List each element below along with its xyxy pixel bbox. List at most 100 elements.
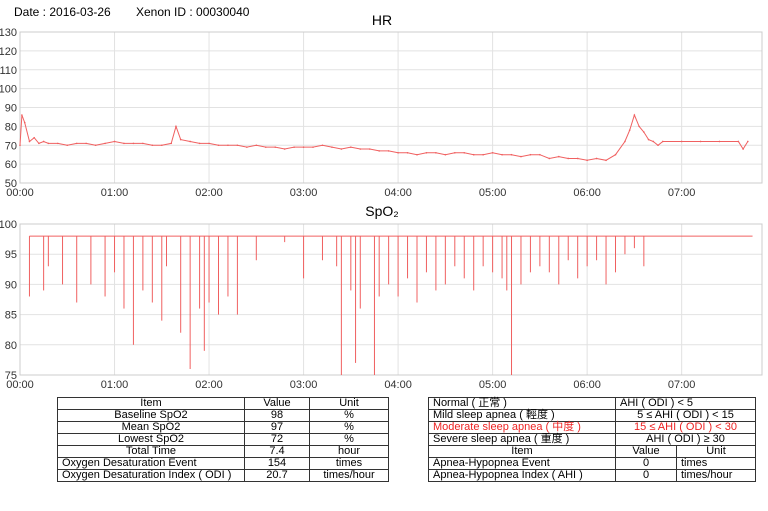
- table-row: Apnea-Hypopnea Event 0 times: [428, 457, 756, 470]
- data-point: [340, 148, 343, 150]
- data-point: [657, 144, 659, 147]
- data-point: [548, 157, 551, 160]
- y-tick-label: 75: [5, 370, 17, 382]
- data-point: [661, 140, 664, 143]
- y-tick-label: 90: [5, 103, 17, 115]
- data-point: [85, 142, 87, 145]
- severity-name: Moderate sleep apnea ( 中度 ): [428, 421, 616, 434]
- data-point: [123, 142, 125, 145]
- data-point: [255, 144, 258, 147]
- data-point: [539, 153, 541, 156]
- row-unit: times: [309, 457, 389, 470]
- severity-row-highlighted: Moderate sleep apnea ( 中度 ) 15 ≤ AHI ( OD…: [428, 421, 756, 434]
- table-row: Apnea-Hypopnea Index ( AHI ) 0 times/hour: [428, 469, 756, 482]
- data-point: [387, 150, 390, 152]
- data-point: [236, 144, 239, 147]
- y-tick-label: 100: [0, 84, 17, 96]
- data-point: [57, 142, 59, 145]
- data-point: [643, 131, 645, 133]
- data-point: [416, 153, 418, 156]
- y-tick-label: 60: [5, 159, 17, 171]
- row-unit: times/hour: [309, 469, 389, 482]
- data-point: [321, 144, 324, 147]
- data-point: [444, 153, 447, 156]
- x-tick-label: 07:00: [668, 379, 696, 391]
- y-tick-label: 70: [5, 140, 17, 152]
- data-point: [66, 144, 69, 147]
- plot-border: [19, 31, 763, 184]
- data-point: [23, 121, 26, 124]
- severity-range: 5 ≤ AHI ( ODI ) < 15: [615, 409, 756, 422]
- x-tick-label: 04:00: [384, 379, 412, 391]
- severity-row: Mild sleep apnea ( 輕度 ) 5 ≤ AHI ( ODI ) <…: [428, 409, 756, 422]
- spo2-summary-table: Item Value Unit Baseline SpO2 98% Mean Sp…: [57, 397, 389, 482]
- data-point: [614, 153, 617, 156]
- data-point: [104, 142, 106, 145]
- data-point: [33, 136, 35, 139]
- row-value: 7.4: [244, 445, 310, 458]
- y-tick-label: 130: [0, 27, 17, 39]
- x-tick-label: 01:00: [101, 379, 129, 391]
- y-tick-label: 85: [5, 310, 17, 322]
- x-tick-label: 03:00: [290, 187, 318, 199]
- severity-range: AHI ( ODI ) ≥ 30: [615, 433, 756, 446]
- severity-row: Severe sleep apnea ( 重度 ) AHI ( ODI ) ≥ 3…: [428, 433, 756, 446]
- row-item: Mean SpO2: [57, 421, 245, 434]
- data-point: [350, 146, 352, 148]
- row-unit: %: [309, 433, 389, 446]
- data-point: [557, 155, 560, 158]
- data-point: [368, 148, 371, 150]
- table-row: Oxygen Desaturation Index ( ODI ) 20.7 tim…: [57, 469, 389, 482]
- data-point: [179, 138, 182, 141]
- data-point: [529, 153, 532, 156]
- x-tick-label: 00:00: [6, 187, 34, 199]
- row-unit: times: [676, 457, 756, 470]
- header-unit: Unit: [676, 445, 756, 458]
- data-point: [42, 140, 45, 143]
- row-item: Apnea-Hypopnea Index ( AHI ): [428, 469, 616, 482]
- data-point: [425, 152, 428, 154]
- data-point: [142, 142, 144, 145]
- header-value: Value: [244, 397, 310, 410]
- y-tick-label: 120: [0, 46, 17, 58]
- data-point: [435, 152, 437, 154]
- data-point: [605, 159, 607, 162]
- y-tick-label: 100: [0, 219, 17, 231]
- data-point: [397, 152, 399, 154]
- data-point: [283, 148, 286, 150]
- data-point: [293, 146, 295, 148]
- row-item: Oxygen Desaturation Index ( ODI ): [57, 469, 245, 482]
- data-point: [189, 140, 191, 143]
- y-tick-label: 110: [0, 65, 17, 77]
- data-point: [274, 146, 277, 148]
- data-point: [151, 144, 154, 147]
- data-point: [718, 140, 721, 143]
- data-point: [699, 140, 702, 143]
- table-row: Total Time 7.4 hour: [57, 445, 389, 458]
- x-tick-label: 04:00: [384, 187, 412, 199]
- row-value: 0: [615, 457, 677, 470]
- y-tick-label: 80: [5, 121, 17, 133]
- data-point: [482, 153, 484, 156]
- data-point: [246, 146, 248, 148]
- header-unit: Unit: [309, 397, 389, 410]
- x-tick-label: 03:00: [290, 379, 318, 391]
- table-header-row: Item Value Unit: [57, 397, 389, 410]
- data-point: [75, 142, 78, 145]
- data-point: [567, 157, 570, 160]
- xenon-id-label: Xenon ID : 00030040: [136, 5, 250, 19]
- severity-name: Normal ( 正常 ): [428, 397, 616, 410]
- data-point: [624, 140, 626, 143]
- table-row: Mean SpO2 97%: [57, 421, 389, 434]
- data-point: [595, 157, 598, 160]
- data-point: [38, 142, 40, 145]
- y-tick-label: 90: [5, 279, 17, 291]
- y-tick-label: 80: [5, 340, 17, 352]
- data-point: [94, 144, 97, 147]
- x-tick-label: 02:00: [195, 379, 223, 391]
- data-point: [647, 138, 650, 141]
- data-point: [501, 153, 503, 156]
- data-point: [47, 142, 50, 145]
- data-point: [638, 125, 640, 128]
- data-point: [406, 152, 409, 154]
